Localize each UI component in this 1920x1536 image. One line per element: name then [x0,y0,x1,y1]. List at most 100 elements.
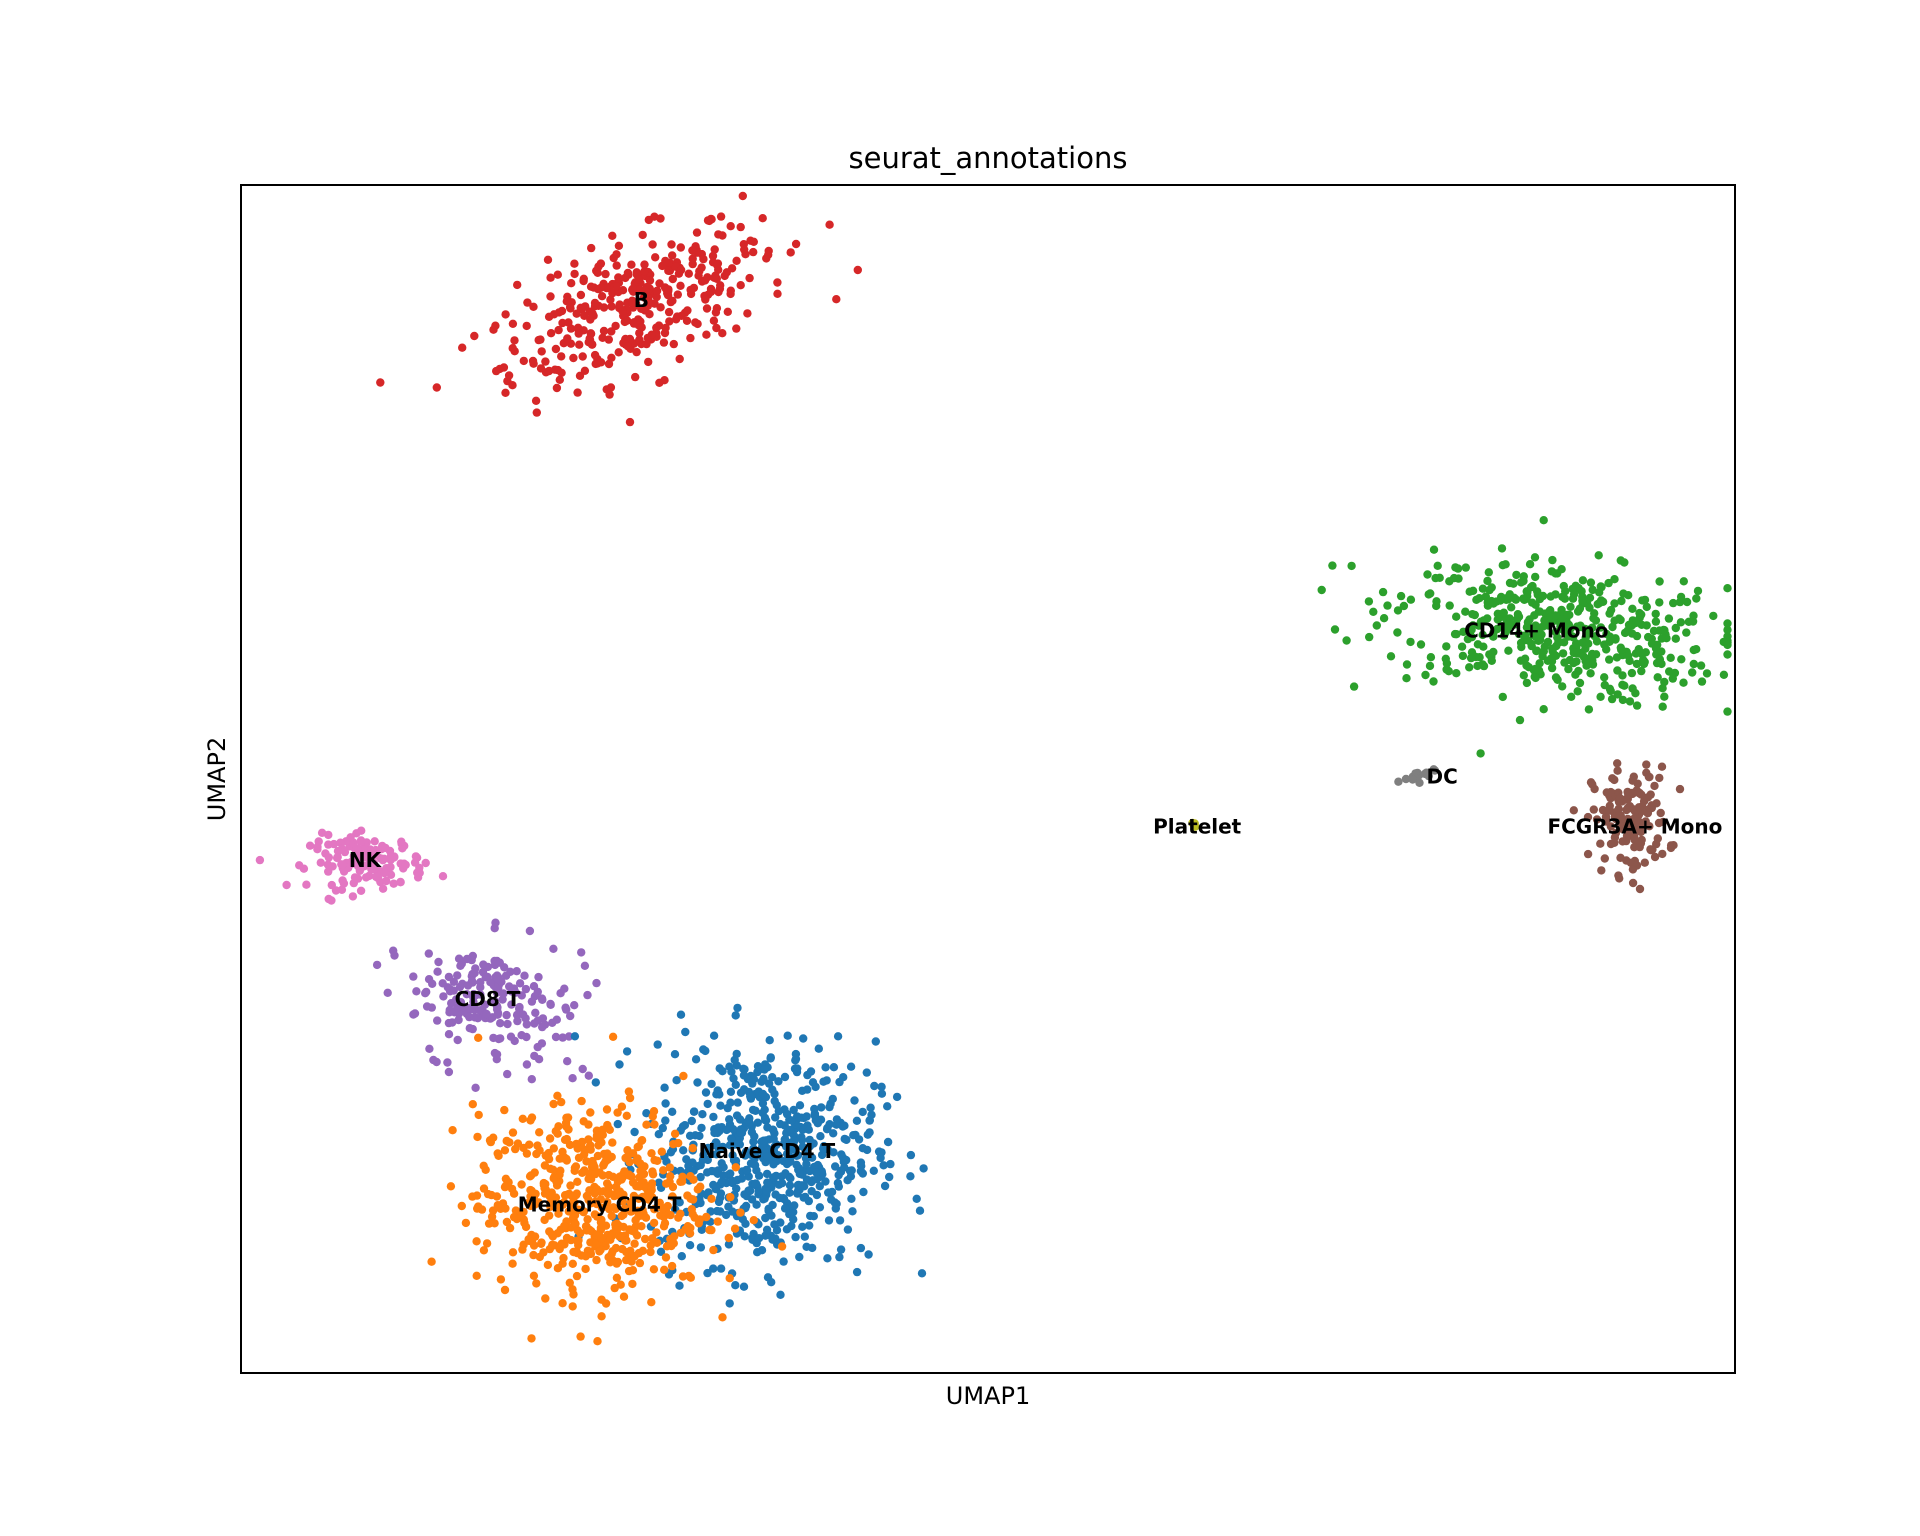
data-point [1572,639,1581,648]
data-point [409,972,418,981]
data-point [714,287,723,297]
data-point [602,1105,612,1114]
data-point [1617,645,1626,654]
data-point [629,1191,639,1201]
data-point [612,1226,622,1235]
data-point [605,390,614,399]
data-point [1679,577,1689,586]
data-point [1628,865,1638,874]
data-point [814,1044,823,1053]
data-point [512,1010,522,1020]
data-point [810,1104,819,1114]
data-point [726,286,735,295]
data-point [450,1008,459,1017]
data-point [541,1294,550,1303]
data-point [531,396,541,405]
data-point [1551,673,1561,682]
data-point [620,1204,629,1213]
data-point [668,251,677,260]
data-point [819,1077,828,1086]
data-point [501,310,510,319]
data-point [1548,644,1557,653]
data-point [758,1089,768,1099]
data-point [425,1044,434,1054]
data-point [424,949,433,958]
data-point [724,1233,733,1243]
data-point [644,297,654,306]
data-point [1646,845,1655,854]
data-point [635,1159,645,1168]
data-point [468,1100,477,1109]
data-point [457,1001,466,1011]
data-point [1682,628,1691,637]
data-point [712,1090,721,1099]
data-point [471,1083,480,1093]
data-point [546,1198,555,1208]
data-point [768,1073,777,1082]
data-point [640,286,650,295]
data-point [1476,617,1486,626]
data-point [1600,673,1609,682]
data-point [302,880,311,889]
data-point [1364,597,1374,606]
data-point [580,366,590,375]
data-point [1637,610,1646,619]
data-point [1415,778,1424,787]
data-point [795,1252,804,1262]
data-point [347,857,356,867]
data-point [1655,773,1664,783]
data-point [622,1047,632,1056]
data-point [703,216,713,225]
data-point [1615,821,1624,830]
data-point [716,212,726,221]
data-point [1445,577,1454,586]
data-point [584,1135,593,1144]
data-point [555,1170,564,1179]
data-point [500,1105,509,1115]
data-point [1605,806,1614,815]
data-point [357,826,366,835]
data-point [1461,607,1470,616]
data-point [850,1096,859,1105]
data-point [654,1130,663,1139]
data-point [427,1003,436,1012]
data-point [1522,587,1531,596]
data-point [1606,605,1616,615]
data-point [576,1229,585,1238]
data-point [635,1258,645,1268]
data-point [666,1172,675,1181]
data-point [579,274,588,283]
data-point [1625,697,1635,706]
data-point [1578,576,1588,585]
data-point [617,1102,627,1111]
data-point [1592,815,1602,824]
data-point [508,344,517,353]
data-point [825,220,834,229]
data-point [529,1250,538,1260]
data-point [581,302,590,311]
data-point [730,1224,740,1233]
data-point [1665,667,1674,676]
data-point [1543,637,1553,647]
data-point [1452,630,1461,639]
data-point [782,1149,792,1159]
data-point [823,1145,832,1154]
data-point [1478,584,1488,593]
data-point [1610,599,1619,608]
data-point [676,1228,685,1238]
data-point [770,1220,779,1229]
data-point [578,352,587,361]
data-point [585,1225,594,1234]
data-point [880,1181,890,1191]
data-point [1588,660,1598,669]
data-point [1723,640,1732,650]
data-point [1653,834,1663,843]
data-point [1372,621,1382,630]
data-point [533,1042,542,1052]
data-point [1510,620,1520,629]
data-point [1512,570,1521,580]
data-point [1489,632,1498,641]
data-point [348,892,358,901]
data-point [1425,661,1435,671]
data-point [543,255,553,264]
